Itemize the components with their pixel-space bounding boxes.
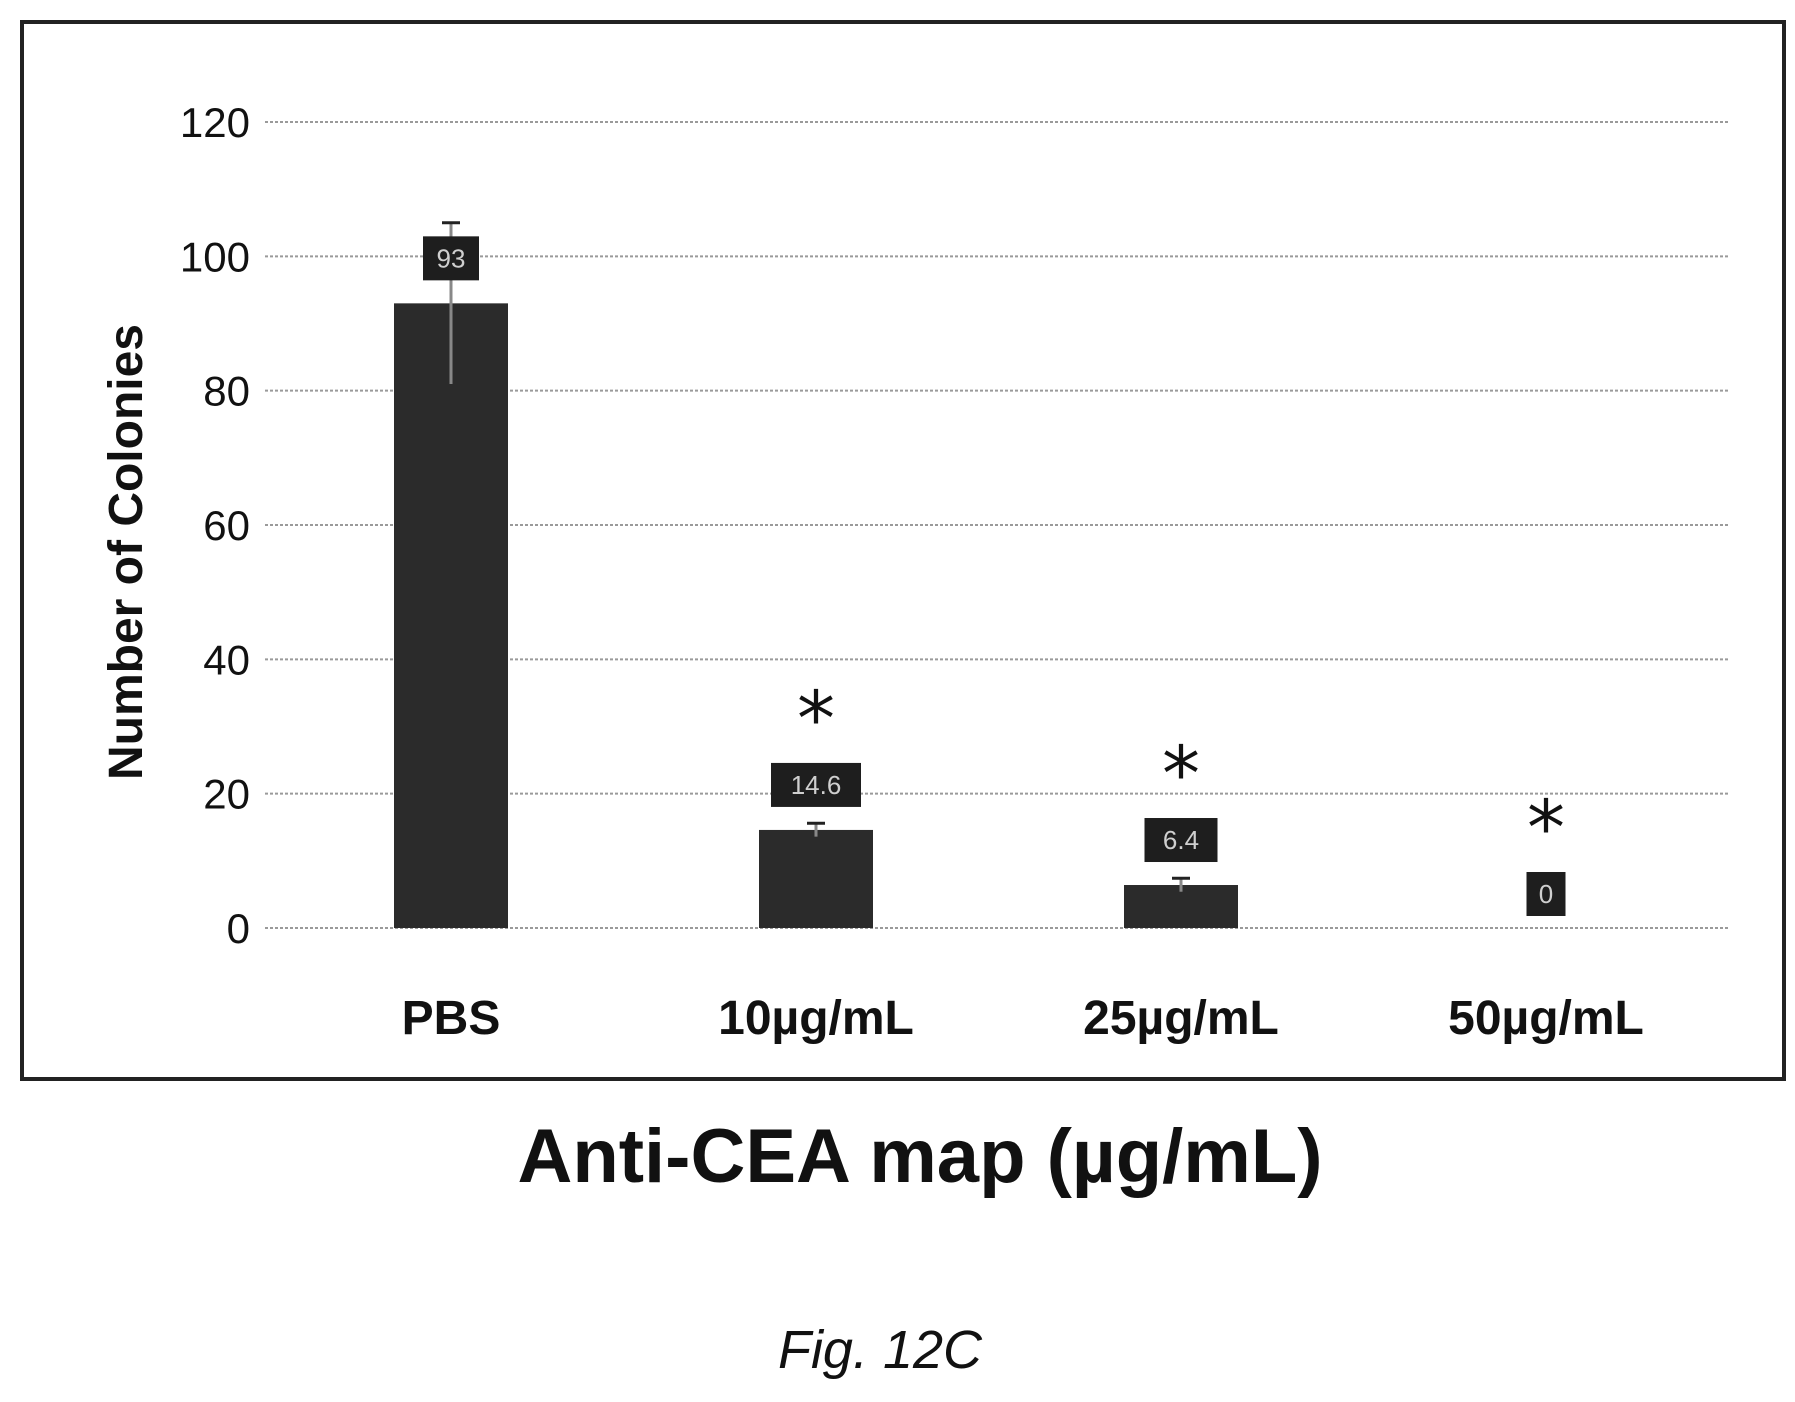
bar-1 [759, 829, 873, 928]
x-tick-labels: PBS 10µg/mL 25µg/mL 50µg/mL [402, 992, 1644, 1045]
x-tick-label: PBS [402, 992, 501, 1045]
x-tick-label: 10µg/mL [718, 992, 914, 1045]
y-tick-label: 40 [203, 636, 250, 683]
significance-asterisk: * [1162, 729, 1200, 818]
data-label: 0 [1539, 879, 1553, 909]
y-tick-label: 20 [203, 771, 250, 818]
plot-frame [20, 20, 1786, 1081]
data-label: 93 [437, 243, 466, 273]
data-label-box-3 [1526, 872, 1566, 916]
significance-asterisk: * [1527, 783, 1565, 872]
grid-lines [265, 121, 1730, 929]
x-axis-title: Anti-CEA map (µg/mL) [517, 1114, 1322, 1199]
bar-0 [394, 303, 508, 929]
x-tick-label: 25µg/mL [1083, 992, 1279, 1045]
y-tick-label: 100 [180, 233, 250, 280]
y-axis-title: Number of Colonies [100, 324, 153, 780]
data-label: 14.6 [791, 770, 842, 800]
data-label-box-1 [771, 762, 861, 807]
y-tick-labels: 0 20 40 60 80 100 120 [180, 99, 250, 952]
y-tick-label: 80 [203, 368, 250, 415]
bars: 93 14.6 * 6.4 * 0 * [394, 221, 1566, 929]
x-tick-label: 50µg/mL [1448, 992, 1644, 1045]
significance-asterisk: * [797, 674, 835, 763]
y-tick-label: 120 [180, 99, 250, 146]
data-label-box-0 [423, 236, 479, 281]
y-tick-label: 0 [227, 905, 250, 952]
data-label: 6.4 [1163, 825, 1199, 855]
y-tick-label: 60 [203, 502, 250, 549]
figure-caption: Fig. 12C [778, 1320, 983, 1380]
data-label-box-2 [1144, 818, 1218, 863]
bar-2 [1124, 885, 1238, 928]
